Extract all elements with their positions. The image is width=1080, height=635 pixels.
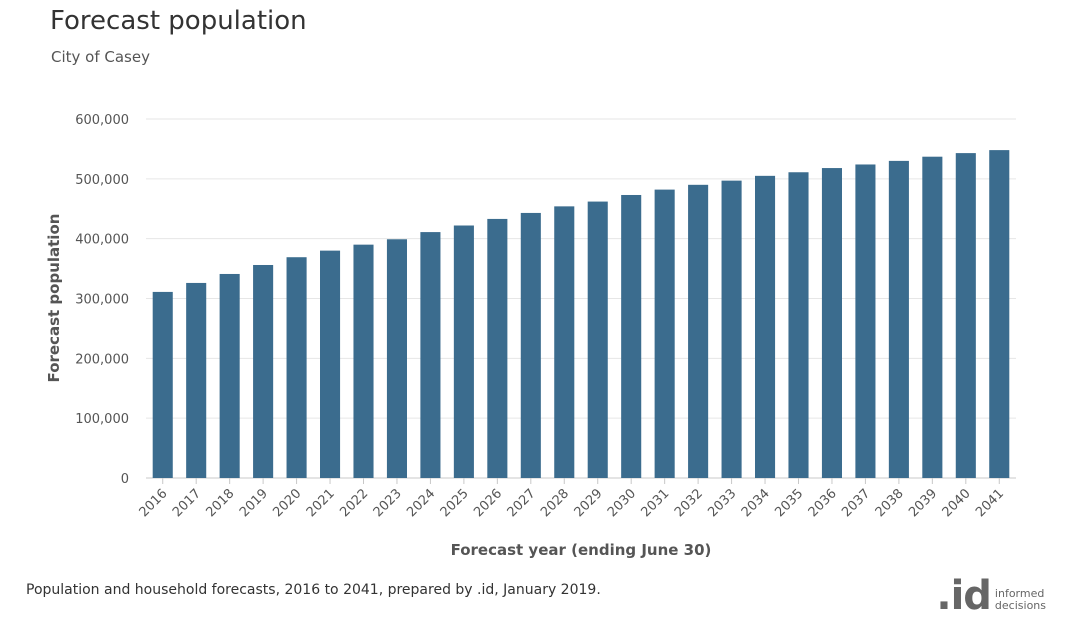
x-tick-label: 2020 [270, 486, 304, 520]
y-axis-ticks: 0 100,000 200,000 300,000 400,000 500,000 600,… [75, 113, 129, 487]
bar-2022[interactable] [353, 244, 374, 478]
x-tick-label: 2036 [806, 486, 840, 520]
bar-2028[interactable] [554, 206, 575, 478]
x-tick-label: 2027 [505, 486, 539, 520]
logo-line-1: informed [994, 587, 1045, 600]
x-axis-ticks: 2016 2017 2018 2019 2020 2021 2022 2023 2024 2025… [137, 478, 1007, 520]
x-tick-label: 2019 [237, 486, 271, 520]
bar-2016[interactable] [152, 291, 173, 478]
y-tick-label: 500,000 [75, 173, 129, 188]
bar-2040[interactable] [955, 153, 976, 479]
x-tick-label: 2016 [137, 486, 171, 520]
x-axis-title: Forecast year (ending June 30) [451, 541, 712, 559]
x-tick-label: 2033 [705, 486, 739, 520]
gridlines [146, 118, 1016, 479]
x-tick-label: 2041 [973, 486, 1007, 520]
chart-title: Forecast population [50, 6, 307, 36]
x-tick-label: 2025 [438, 486, 472, 520]
x-tick-label: 2030 [605, 486, 639, 520]
bar-2026[interactable] [487, 218, 508, 478]
x-tick-label: 2028 [538, 486, 572, 520]
y-tick-label: 400,000 [75, 233, 129, 248]
bar-2036[interactable] [821, 168, 842, 478]
bar-2038[interactable] [888, 160, 909, 478]
x-tick-label: 2031 [638, 486, 672, 520]
bar-2039[interactable] [922, 156, 943, 478]
x-tick-label: 2029 [572, 486, 606, 520]
x-tick-label: 2032 [672, 486, 706, 520]
bar-2019[interactable] [253, 264, 274, 478]
bar-2020[interactable] [286, 257, 307, 478]
x-tick-label: 2038 [873, 486, 907, 520]
x-tick-label: 2039 [906, 486, 940, 520]
bar-2018[interactable] [219, 273, 240, 478]
bar-2037[interactable] [855, 164, 876, 478]
chart-subtitle: City of Casey [51, 48, 150, 66]
x-tick-label: 2021 [304, 486, 338, 520]
logo-words: informed decisions [995, 588, 1046, 612]
y-tick-label: 0 [121, 472, 129, 487]
bar-2029[interactable] [587, 201, 608, 478]
y-tick-label: 600,000 [75, 113, 129, 128]
y-tick-label: 300,000 [75, 293, 129, 308]
x-tick-label: 2037 [839, 486, 873, 520]
bar-2023[interactable] [386, 239, 407, 478]
x-tick-label: 2040 [940, 486, 974, 520]
bar-2032[interactable] [688, 184, 709, 479]
logo-line-2: decisions [994, 599, 1046, 612]
bar-2031[interactable] [654, 189, 675, 478]
bar-2025[interactable] [453, 225, 474, 478]
x-tick-label: 2022 [337, 486, 371, 520]
bar-2030[interactable] [621, 194, 642, 478]
bars [152, 150, 1010, 479]
x-tick-label: 2017 [170, 486, 204, 520]
bar-2021[interactable] [320, 250, 341, 478]
bar-2041[interactable] [989, 150, 1010, 478]
x-tick-label: 2023 [371, 486, 405, 520]
bar-2034[interactable] [755, 175, 776, 478]
y-axis-title: Forecast population [45, 214, 63, 383]
bar-chart: 0 100,000 200,000 300,000 400,000 500,000 600,… [45, 113, 1016, 559]
source-note: Population and household forecasts, 2016… [26, 582, 601, 598]
bar-2033[interactable] [721, 180, 742, 478]
y-tick-label: 200,000 [75, 352, 129, 367]
x-tick-label: 2034 [739, 486, 773, 520]
logo-mark: .id [936, 573, 992, 619]
bar-2024[interactable] [420, 232, 441, 478]
x-tick-label: 2026 [471, 486, 505, 520]
bar-2035[interactable] [788, 172, 809, 479]
x-tick-label: 2035 [772, 486, 806, 520]
bar-2027[interactable] [520, 212, 541, 478]
x-tick-label: 2024 [404, 486, 438, 520]
bar-2017[interactable] [186, 282, 207, 478]
x-tick-label: 2018 [203, 486, 237, 520]
id-logo: .id informed decisions [936, 576, 1046, 616]
y-tick-label: 100,000 [75, 412, 129, 427]
